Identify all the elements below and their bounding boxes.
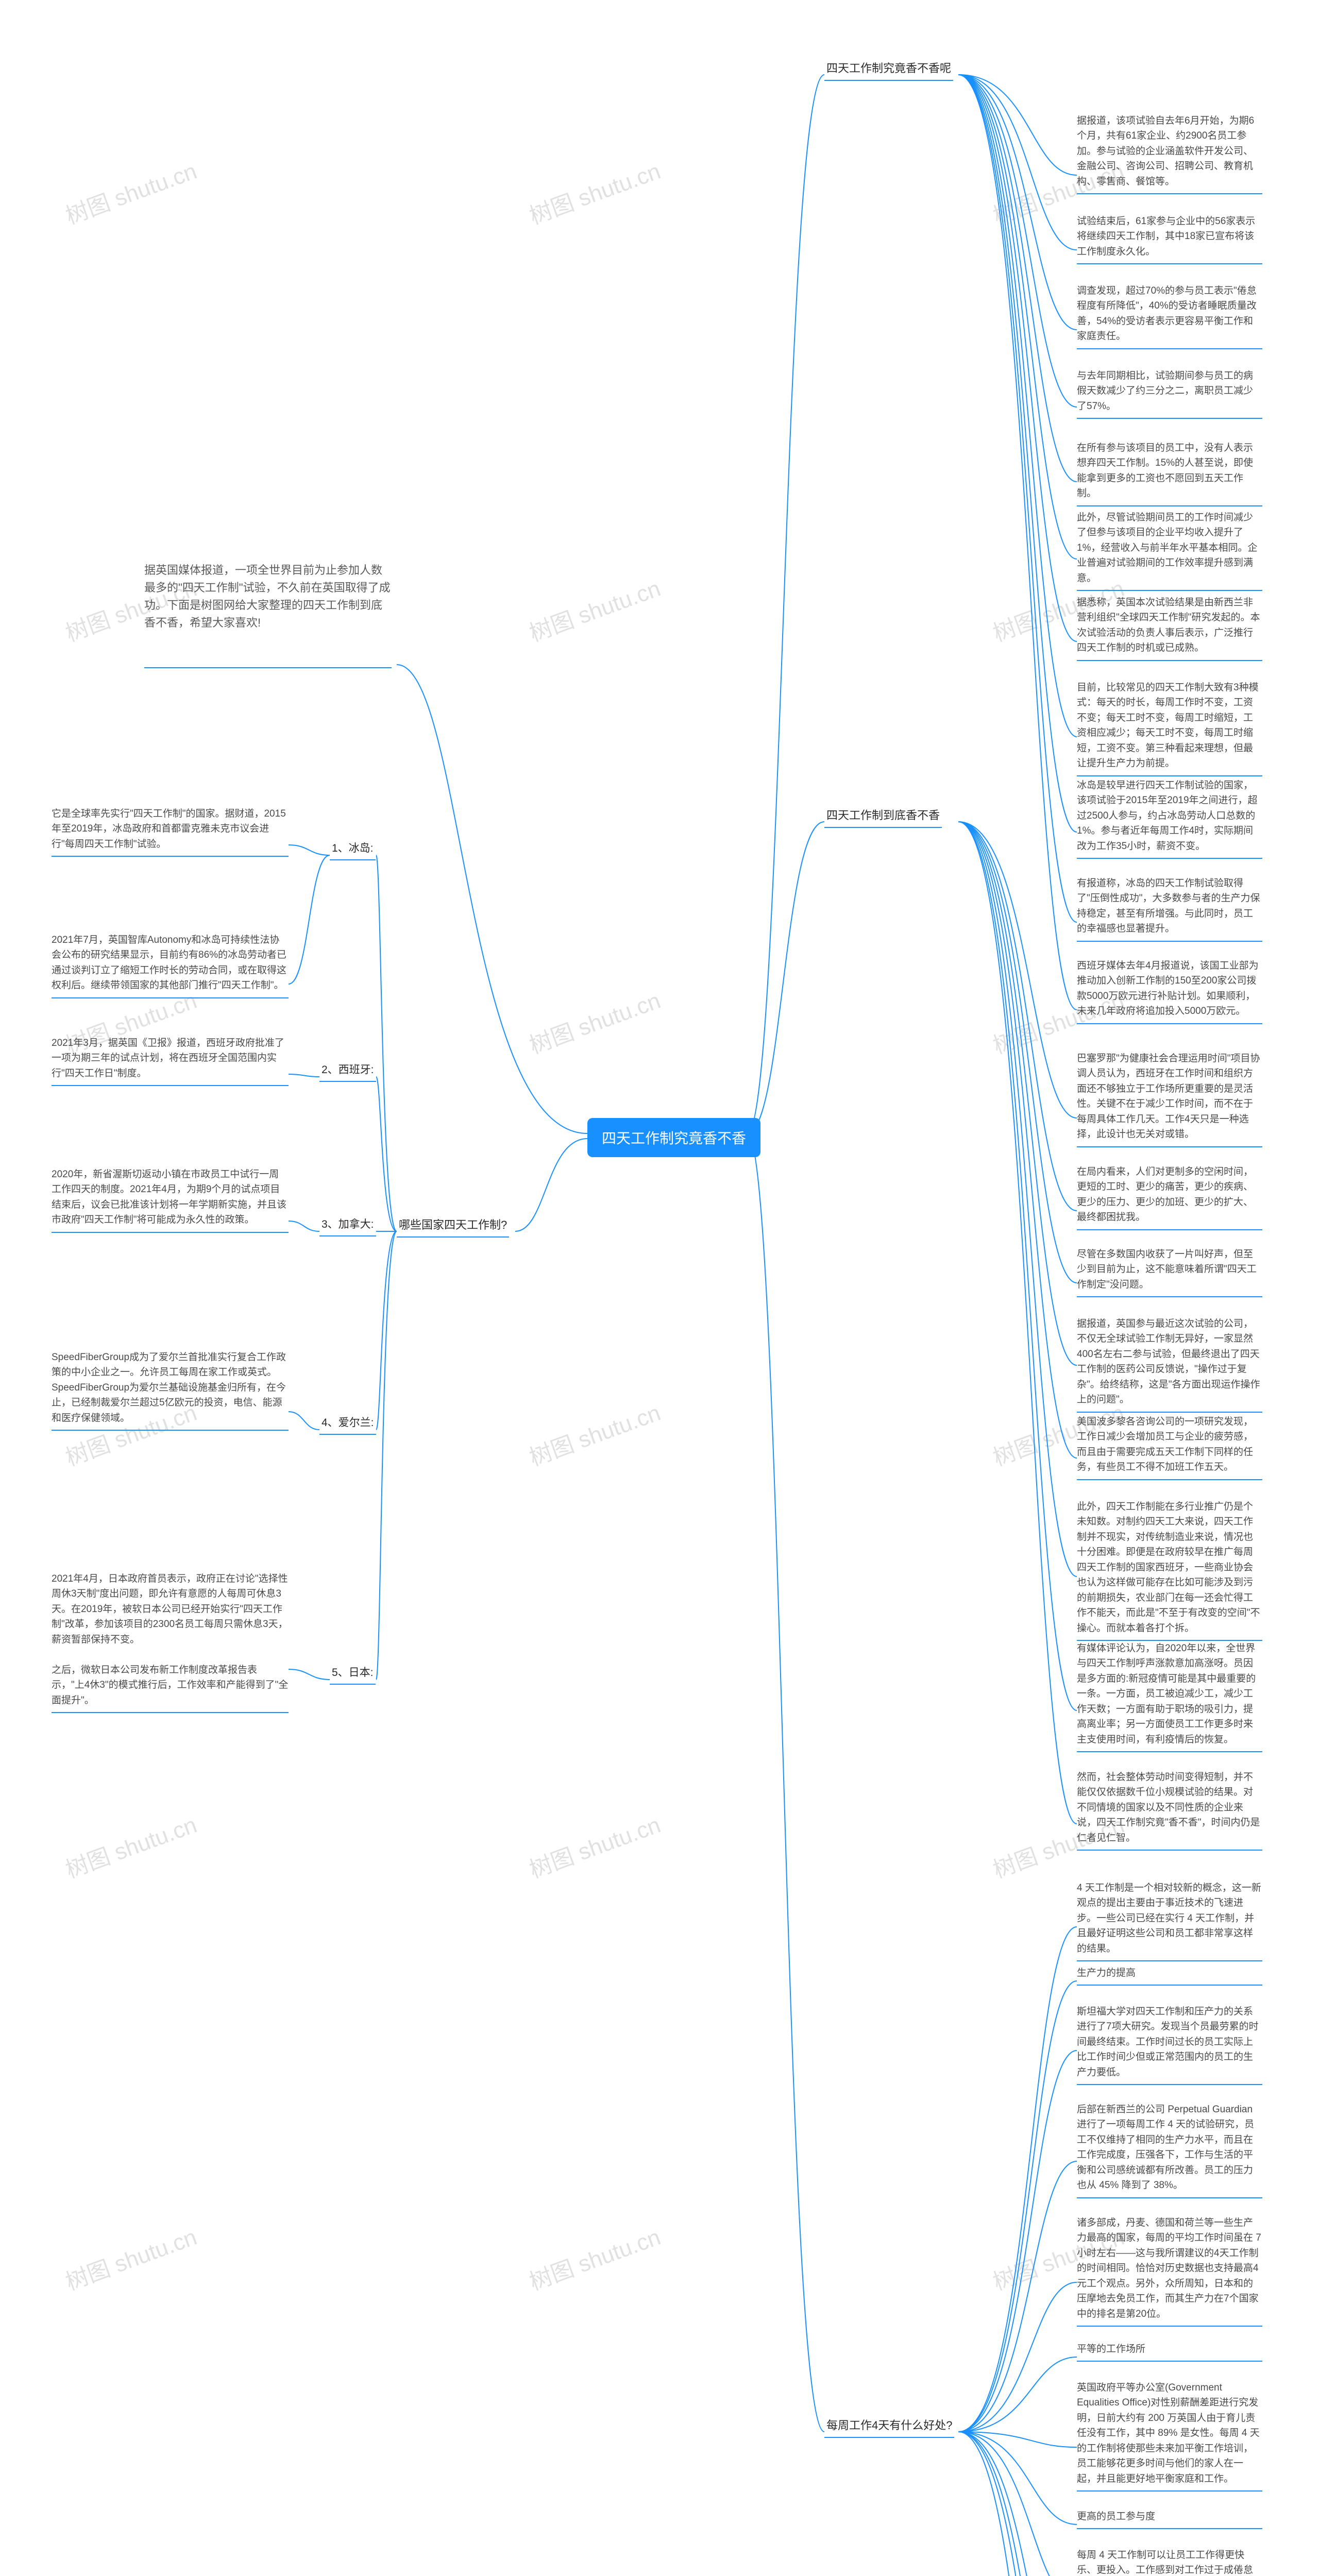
b1-item: 试验结束后，61家参与企业中的56家表示将继续四天工作制，其中18家已宣布将该工… bbox=[1077, 214, 1262, 264]
branch3-title: 哪些国家四天工作制? bbox=[397, 1216, 509, 1238]
watermark: 树图 shutu.cn bbox=[524, 570, 664, 648]
watermark: 树图 shutu.cn bbox=[60, 2218, 200, 2296]
b2-item: 然而，社会整体劳动时间变得短制，并不能仅仅依据数千位小规模试验的结果。对不同情境… bbox=[1077, 1770, 1262, 1851]
b3-text: 它是全球率先实行"四天工作制"的国家。据财道，2015年至2019年，冰岛政府和… bbox=[52, 806, 289, 857]
watermark: 树图 shutu.cn bbox=[524, 1806, 664, 1884]
b4-item: 更高的员工参与度 bbox=[1077, 2509, 1262, 2529]
watermark: 树图 shutu.cn bbox=[524, 1394, 664, 1472]
b3-text: 2021年4月，日本政府首员表示，政府正在讨论"选择性周休3天制"度出问题，即允… bbox=[52, 1571, 289, 1713]
center-node: 四天工作制究竟香不香 bbox=[587, 1118, 760, 1157]
b3-extra: 2021年7月，英国智库Autonomy和冰岛可持续性法协会公布的研究结果显示，… bbox=[52, 933, 289, 998]
b4-item: 每周 4 天工作制可以让员工工作得更快乐、更投入。工作感到对工作过于成倦怠的可能… bbox=[1077, 2548, 1262, 2576]
b4-item: 生产力的提高 bbox=[1077, 1965, 1262, 1986]
b1-item: 目前，比较常见的四天工作制大致有3种模式：每天的时长，每周工作时不变，工资不变；… bbox=[1077, 680, 1262, 776]
b3-label: 2、西班牙: bbox=[319, 1061, 376, 1082]
b4-item: 平等的工作场所 bbox=[1077, 2342, 1262, 2362]
watermark: 树图 shutu.cn bbox=[524, 152, 664, 230]
b2-item: 此外，四天工作制能在多行业推广仍是个未知数。对制约四天工大来说，四天工作制并不现… bbox=[1077, 1499, 1262, 1641]
b1-item: 调查发现，超过70%的参与员工表示"倦怠程度有所降低"，40%的受访者睡眠质量改… bbox=[1077, 283, 1262, 349]
b3-text: SpeedFiberGroup成为了爱尔兰首批准实行复合工作政策的中小企业之一。… bbox=[52, 1350, 289, 1431]
b2-item: 美国波多黎各咨询公司的一项研究发现，工作日减少会增加员工与企业的疲劳感，而且由于… bbox=[1077, 1414, 1262, 1480]
watermark: 树图 shutu.cn bbox=[60, 152, 200, 230]
branch1-title: 四天工作制究竟香不香呢 bbox=[824, 59, 953, 81]
b3-label: 4、爱尔兰: bbox=[319, 1414, 376, 1435]
b4-item: 英国政府平等办公室(Government Equalities Office)对… bbox=[1077, 2380, 1262, 2492]
b3-label: 5、日本: bbox=[330, 1664, 376, 1685]
intro-underline bbox=[144, 667, 392, 668]
b1-item: 在所有参与该项目的员工中，没有人表示想弃四天工作制。15%的人甚至说，即使能拿到… bbox=[1077, 440, 1262, 506]
b1-item: 据悉称，英国本次试验结果是由新西兰非营利组织"全球四天工作制"研究发起的。本次试… bbox=[1077, 595, 1262, 661]
b1-item: 与去年同期相比，试验期间参与员工的病假天数减少了约三分之二，离职员工减少了57%… bbox=[1077, 368, 1262, 419]
b3-text: 2021年3月，据英国《卫报》报道，西班牙政府批准了一项为期三年的试点计划，将在… bbox=[52, 1036, 289, 1086]
b2-item: 在局内看来，人们对更制多的空闲时间，更短的工时、更少的痛苦，更少的疾病、更少的压… bbox=[1077, 1164, 1262, 1230]
b1-item: 西班牙媒体去年4月报道说，该国工业部为推动加入创新工作制的150至200家公司拨… bbox=[1077, 958, 1262, 1024]
watermark: 树图 shutu.cn bbox=[524, 982, 664, 1060]
b4-item: 后部在新西兰的公司 Perpetual Guardian 进行了一项每周工作 4… bbox=[1077, 2102, 1262, 2198]
b1-item: 此外，尽管试验期间员工的工作时间减少了但参与该项目的企业平均收入提升了1%，经营… bbox=[1077, 510, 1262, 591]
b2-item: 据报道，英国参与最近这次试验的公司，不仅无全球试验工作制无异好，一家显然400名… bbox=[1077, 1316, 1262, 1413]
branch4-title: 每周工作4天有什么好处? bbox=[824, 2416, 954, 2438]
b4-item: 斯坦福大学对四天工作制和压产力的关系进行了7项大研究。发现当个员最劳累的时间最终… bbox=[1077, 2004, 1262, 2085]
b1-item: 有报道称，冰岛的四天工作制试验取得了"压倒性成功"，大多数参与者的生产力保持稳定… bbox=[1077, 876, 1262, 942]
b3-label: 1、冰岛: bbox=[330, 840, 376, 860]
intro-text: 据英国媒体报道，一项全世界目前为止参加人数最多的"四天工作制"试验，不久前在英国… bbox=[144, 562, 392, 632]
b1-item: 冰岛是较早进行四天工作制试验的国家，该项试验于2015年至2019年之间进行，超… bbox=[1077, 778, 1262, 859]
branch2-title: 四天工作制到底香不香 bbox=[824, 806, 942, 828]
b2-item: 尽管在多数国内收获了一片叫好声，但至少到目前为止，这不能意味着所谓"四天工作制定… bbox=[1077, 1247, 1262, 1297]
watermark: 树图 shutu.cn bbox=[60, 1806, 200, 1884]
b3-label: 3、加拿大: bbox=[319, 1216, 376, 1236]
b3-text: 2020年，新省渥斯切返动小镇在市政员工中试行一周工作四天的制度。2021年4月… bbox=[52, 1167, 289, 1233]
b2-item: 巴塞罗那"为健康社会合理运用时间"项目协调人员认为，西班牙在工作时间和组织方面还… bbox=[1077, 1051, 1262, 1147]
b1-item: 据报道，该项试验自去年6月开始，为期6个月，共有61家企业、约2900名员工参加… bbox=[1077, 113, 1262, 194]
b4-item: 4 天工作制是一个相对较新的概念，这一新观点的提出主要由于事近技术的飞速进步。一… bbox=[1077, 1880, 1262, 1961]
watermark: 树图 shutu.cn bbox=[524, 2218, 664, 2296]
b2-item: 有媒体评论认为，自2020年以来，全世界与四天工作制呼声涨款意加高涨呀。员因是多… bbox=[1077, 1641, 1262, 1752]
b4-item: 诸多部成，丹麦、德国和荷兰等一些生产力最高的国家，每周的平均工作时间虽在 7 小… bbox=[1077, 2215, 1262, 2327]
